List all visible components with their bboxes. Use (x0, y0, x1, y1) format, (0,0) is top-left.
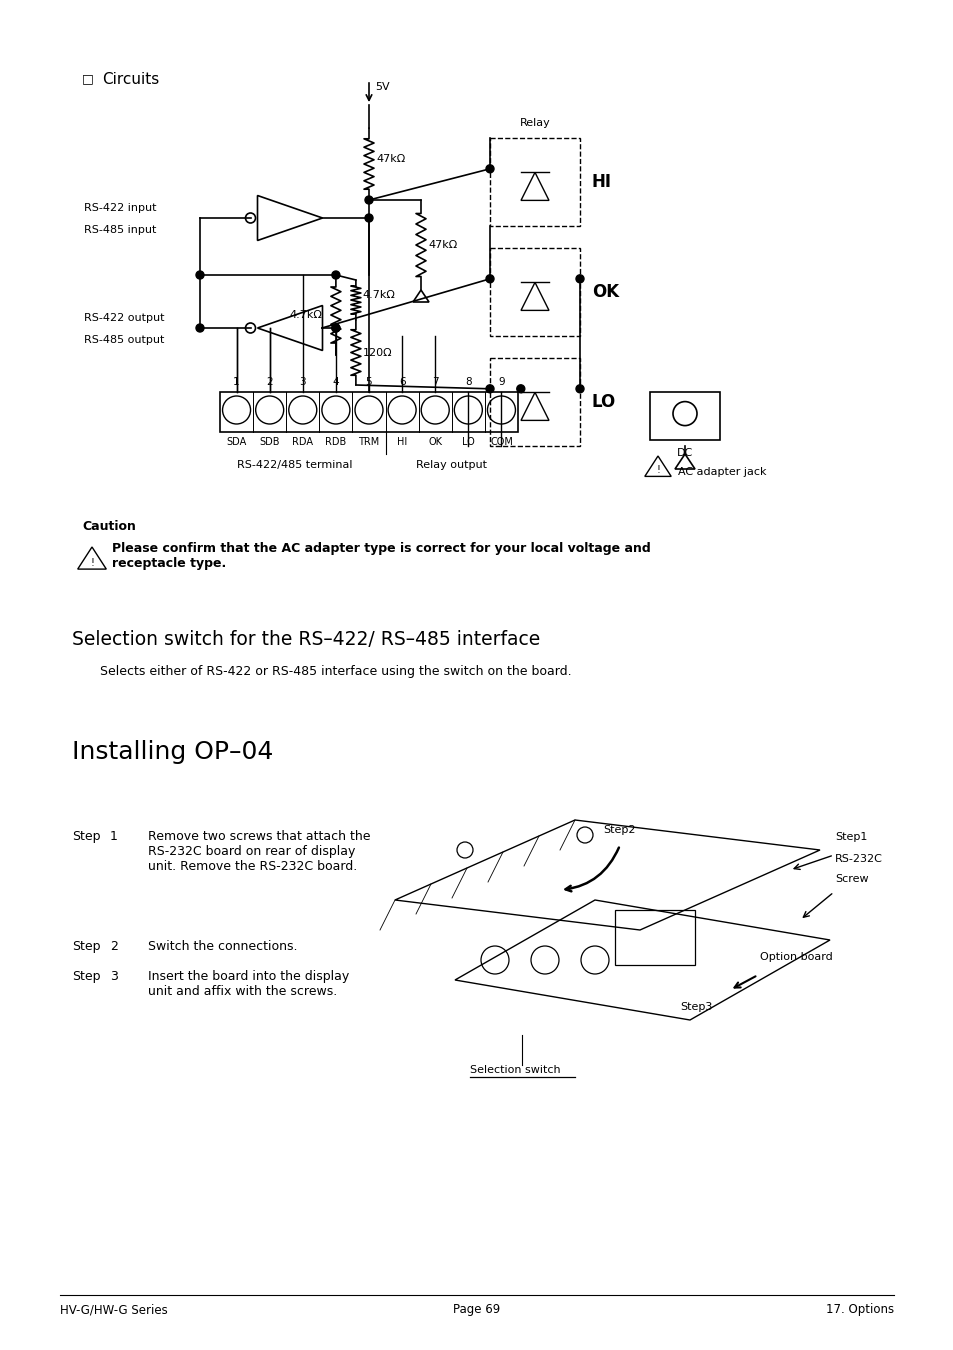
Text: Caution: Caution (82, 520, 135, 533)
Text: Relay: Relay (519, 117, 550, 128)
Text: DC: DC (677, 448, 693, 458)
Bar (220, 392, 517, 432)
Text: Selection switch: Selection switch (470, 1065, 560, 1075)
Text: 4.7kΩ: 4.7kΩ (362, 290, 395, 300)
Circle shape (332, 324, 339, 332)
Text: SDB: SDB (259, 437, 279, 447)
Text: 8: 8 (464, 377, 471, 387)
Text: 120Ω: 120Ω (362, 347, 392, 358)
Text: 47kΩ: 47kΩ (375, 154, 405, 163)
Circle shape (365, 196, 373, 204)
Text: RS-422/485 terminal: RS-422/485 terminal (236, 460, 352, 470)
Circle shape (485, 165, 494, 173)
Circle shape (485, 385, 494, 393)
Text: Step: Step (71, 830, 100, 842)
Text: Remove two screws that attach the
RS-232C board on rear of display
unit. Remove : Remove two screws that attach the RS-232… (148, 830, 370, 873)
Text: 7: 7 (432, 377, 438, 387)
Circle shape (332, 324, 339, 332)
Text: !: ! (90, 558, 93, 567)
Text: RDA: RDA (292, 437, 313, 447)
Text: Step1: Step1 (834, 832, 866, 842)
Circle shape (332, 271, 339, 279)
Circle shape (195, 271, 204, 279)
Text: 1: 1 (110, 830, 118, 842)
Bar (615, 910, 695, 965)
Text: LO: LO (461, 437, 475, 447)
Circle shape (365, 215, 373, 221)
Text: Step2: Step2 (603, 825, 636, 836)
Bar (649, 392, 720, 440)
Text: Step3: Step3 (679, 1002, 712, 1012)
Text: TRM: TRM (358, 437, 379, 447)
Text: Selects either of RS-422 or RS-485 interface using the switch on the board.: Selects either of RS-422 or RS-485 inter… (100, 666, 571, 678)
Text: RS-485 output: RS-485 output (84, 335, 164, 346)
Text: Circuits: Circuits (102, 72, 159, 86)
Text: 2: 2 (110, 940, 118, 953)
Text: 1: 1 (233, 377, 239, 387)
Text: Relay output: Relay output (416, 460, 487, 470)
Text: RS-232C: RS-232C (834, 855, 882, 864)
Bar (490, 248, 579, 336)
Text: 17. Options: 17. Options (825, 1304, 893, 1316)
Text: Installing OP–04: Installing OP–04 (71, 740, 274, 764)
Bar (490, 358, 579, 446)
Text: AC adapter jack: AC adapter jack (678, 467, 765, 477)
Text: 3: 3 (299, 377, 306, 387)
Text: Option board: Option board (760, 952, 832, 963)
Text: HI: HI (396, 437, 407, 447)
Text: Switch the connections.: Switch the connections. (148, 940, 297, 953)
Text: RS-422 output: RS-422 output (84, 313, 164, 323)
Text: 9: 9 (497, 377, 504, 387)
Circle shape (517, 385, 524, 393)
Text: 47kΩ: 47kΩ (428, 240, 456, 250)
Bar (490, 138, 579, 225)
Text: 5: 5 (365, 377, 372, 387)
Text: LO: LO (592, 393, 616, 410)
Circle shape (576, 275, 583, 282)
Text: RS-485 input: RS-485 input (84, 225, 156, 235)
Text: Please confirm that the AC adapter type is correct for your local voltage and
re: Please confirm that the AC adapter type … (112, 541, 650, 570)
Text: 6: 6 (398, 377, 405, 387)
Circle shape (195, 324, 204, 332)
Circle shape (485, 275, 494, 282)
Circle shape (576, 385, 583, 393)
Text: Screw: Screw (834, 873, 868, 884)
Text: □: □ (82, 72, 93, 85)
Text: Step: Step (71, 940, 100, 953)
Text: COM: COM (490, 437, 513, 447)
Text: Insert the board into the display
unit and affix with the screws.: Insert the board into the display unit a… (148, 971, 349, 998)
Text: 3: 3 (110, 971, 118, 983)
Text: OK: OK (592, 284, 618, 301)
Text: RDB: RDB (325, 437, 346, 447)
Text: 4: 4 (333, 377, 339, 387)
Text: 4.7kΩ: 4.7kΩ (290, 310, 322, 320)
Text: HI: HI (592, 173, 612, 190)
Text: Step: Step (71, 971, 100, 983)
Text: RS-422 input: RS-422 input (84, 202, 156, 213)
Text: Page 69: Page 69 (453, 1304, 500, 1316)
Text: !: ! (656, 466, 659, 475)
Text: 2: 2 (266, 377, 273, 387)
Text: SDA: SDA (226, 437, 247, 447)
Text: 5V: 5V (375, 82, 389, 92)
Text: OK: OK (428, 437, 442, 447)
Text: HV-G/HW-G Series: HV-G/HW-G Series (60, 1304, 168, 1316)
Text: Selection switch for the RS–422/ RS–485 interface: Selection switch for the RS–422/ RS–485 … (71, 630, 539, 649)
